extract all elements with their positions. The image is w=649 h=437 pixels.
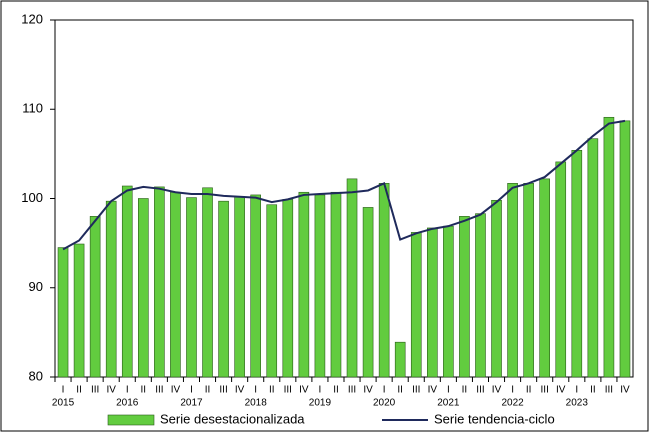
y-tick-label: 100 [21, 190, 43, 205]
x-tick-label: II [76, 385, 82, 396]
x-tick-label: IV [171, 385, 181, 396]
x-tick-label: I [319, 385, 322, 396]
bar [603, 116, 615, 378]
x-tick-label: I [254, 385, 257, 396]
x-tick-label: III [91, 385, 99, 396]
x-tick-label: IV [106, 385, 116, 396]
x-tick-label: II [141, 385, 147, 396]
x-tick-label: IV [620, 385, 630, 396]
bar [459, 216, 470, 378]
y-tick-label: 120 [21, 11, 43, 26]
bar [282, 199, 294, 378]
bar [443, 225, 454, 378]
bar [523, 183, 534, 378]
x-tick-label: I [447, 385, 450, 396]
year-label: 2019 [309, 398, 332, 409]
year-label: 2015 [52, 398, 75, 409]
x-tick-label: II [333, 385, 339, 396]
bar [138, 198, 149, 378]
x-tick-label: II [462, 385, 468, 396]
bar [314, 194, 326, 378]
x-tick-label: I [511, 385, 514, 396]
x-tick-label: I [190, 385, 193, 396]
bar [234, 196, 245, 378]
bar [202, 187, 213, 378]
x-tick-label: IV [556, 385, 566, 396]
x-tick-label: III [541, 385, 549, 396]
legend-label: Serie desestacionalizada [160, 411, 305, 426]
x-tick-label: III [412, 385, 420, 396]
x-tick-label: I [575, 385, 578, 396]
year-label: 2020 [373, 398, 396, 409]
bar [73, 243, 85, 378]
bar [346, 178, 358, 378]
bar [394, 341, 406, 378]
bar [186, 197, 197, 378]
y-tick-label: 90 [29, 279, 43, 294]
x-tick-label: II [526, 385, 532, 396]
x-tick-label: IV [363, 385, 373, 396]
bar [121, 185, 133, 378]
bar [89, 216, 101, 378]
x-tick-label: I [126, 385, 129, 396]
x-tick-label: III [284, 385, 292, 396]
bar [218, 200, 229, 378]
x-tick-label: II [269, 385, 275, 396]
y-tick-label: 80 [29, 368, 43, 383]
year-label: 2018 [245, 398, 268, 409]
x-tick-label: II [397, 385, 403, 396]
bar [587, 138, 599, 378]
bar [154, 186, 165, 378]
x-tick-label: I [62, 385, 65, 396]
trend-line [62, 119, 626, 251]
bar [362, 207, 374, 378]
bar [491, 199, 502, 378]
bar [475, 213, 486, 378]
bar [330, 191, 342, 378]
x-tick-label: III [219, 385, 227, 396]
y-tick-label: 110 [22, 101, 43, 116]
x-tick-label: III [476, 385, 484, 396]
x-tick-label: II [590, 385, 596, 396]
year-label: 2022 [501, 398, 524, 409]
bar [250, 194, 261, 378]
legend-swatch [107, 414, 155, 426]
bar [619, 120, 631, 378]
bar [555, 161, 567, 378]
bar [507, 183, 518, 378]
x-tick-label: III [348, 385, 356, 396]
bar [378, 183, 390, 378]
x-tick-label: IV [299, 385, 309, 396]
year-label: 2017 [180, 398, 203, 409]
x-tick-label: III [155, 385, 163, 396]
bar [298, 191, 310, 378]
x-tick-label: III [605, 385, 613, 396]
year-label: 2016 [116, 398, 139, 409]
legend-label: Serie tendencia-ciclo [434, 411, 555, 426]
bar [571, 150, 583, 378]
x-tick-label: IV [492, 385, 502, 396]
bar [410, 232, 422, 378]
bar [57, 247, 69, 378]
x-tick-label: IV [428, 385, 438, 396]
bar [170, 191, 181, 378]
bar [105, 200, 117, 378]
bar [539, 178, 550, 378]
x-tick-label: II [205, 385, 211, 396]
year-label: 2023 [566, 398, 589, 409]
x-tick-label: IV [235, 385, 245, 396]
year-label: 2021 [437, 398, 460, 409]
bar [427, 227, 438, 378]
bar [266, 204, 278, 378]
x-tick-label: I [383, 385, 386, 396]
